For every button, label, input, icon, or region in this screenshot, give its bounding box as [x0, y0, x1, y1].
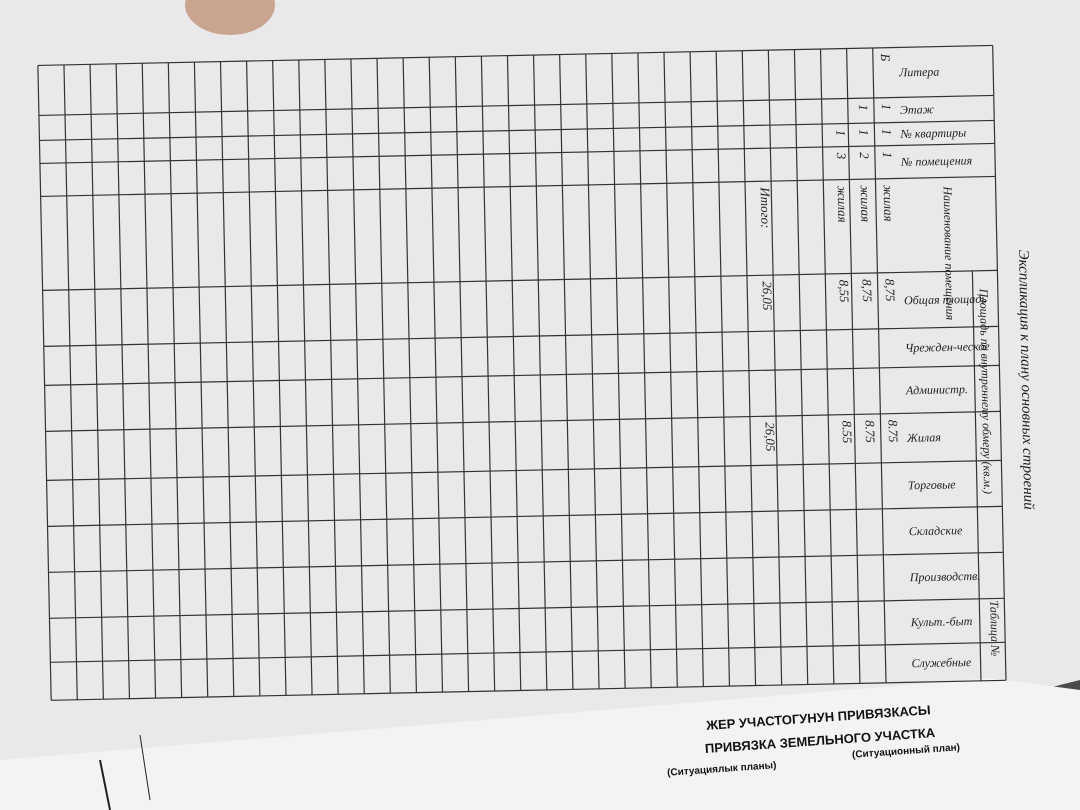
cell-text: 2 — [857, 152, 872, 159]
column-line — [971, 270, 982, 681]
row-line — [51, 679, 1006, 701]
cell-text: 1 — [856, 129, 871, 136]
table-grid — [37, 44, 1007, 701]
column-header: Производств. — [909, 569, 981, 584]
column-line — [454, 56, 470, 692]
cell-text: жилая — [858, 185, 874, 222]
cell-text: 8.75 — [862, 420, 877, 444]
column-line — [819, 49, 835, 684]
column-line — [767, 50, 783, 686]
row-line — [40, 175, 996, 198]
cell-text: 8,55 — [837, 279, 852, 303]
column-line — [689, 51, 704, 687]
column-line — [219, 61, 235, 697]
cell-text: Итого: — [758, 186, 774, 228]
row-line — [44, 364, 1000, 386]
cell-text: жилая — [881, 185, 897, 222]
column-header: Жилая — [906, 430, 942, 445]
column-line — [63, 64, 78, 700]
lower-sheet — [0, 678, 1080, 810]
column-line — [793, 49, 809, 685]
column-line — [585, 53, 600, 689]
cell-text: 26,05 — [763, 422, 779, 452]
paper — [0, 0, 1080, 790]
column-header: Служебные — [911, 655, 972, 670]
column-header: Литера — [898, 65, 939, 80]
column-line — [559, 54, 574, 690]
column-line — [428, 57, 444, 693]
cell-text: Б — [878, 53, 893, 62]
row-line — [39, 142, 995, 165]
cell-text: 8,75 — [883, 278, 898, 302]
column-line — [298, 59, 313, 695]
column-line — [376, 58, 391, 694]
column-line — [37, 65, 52, 701]
row-line — [47, 505, 1003, 527]
plan-line — [99, 759, 111, 810]
column-line — [480, 56, 496, 692]
column-header: Этаж — [900, 102, 934, 117]
column-header: Торговые — [908, 477, 957, 492]
cell-text: 3 — [834, 151, 849, 159]
finger — [185, 0, 275, 35]
row-line — [50, 641, 1006, 663]
column-line — [663, 52, 678, 688]
cell-text: 1 — [879, 129, 894, 136]
cell-text: 8,75 — [860, 279, 875, 303]
column-line — [611, 53, 626, 689]
column-line — [532, 55, 548, 690]
table-label: Таблица № — [987, 600, 1002, 656]
column-line — [167, 62, 183, 698]
cell-text: жилая — [835, 185, 851, 222]
column-line — [89, 64, 104, 700]
column-line — [115, 63, 131, 699]
column-line — [872, 47, 887, 683]
column-line — [992, 45, 1007, 681]
row-line — [38, 94, 994, 117]
column-header: Чрежден-ческое — [905, 339, 991, 355]
column-line — [245, 61, 261, 696]
cell-text: 1 — [833, 129, 848, 136]
table-area: Экспликация к плану основных строений Та… — [37, 44, 1036, 701]
row-line — [46, 459, 1002, 481]
column-header: Складские — [909, 523, 964, 538]
column-header: № помещения — [900, 153, 973, 169]
column-header: Администр. — [905, 382, 968, 397]
row-line — [45, 410, 1001, 432]
column-line — [350, 58, 365, 694]
column-header: Общая площадь — [904, 292, 988, 308]
column-line — [506, 55, 522, 691]
cell-text: 1 — [879, 104, 894, 111]
cell-text: 26,05 — [760, 281, 776, 311]
row-line — [43, 325, 999, 347]
cell-text: 8.75 — [885, 419, 900, 443]
column-line — [846, 48, 861, 684]
cell-text: 1 — [856, 104, 871, 111]
title: Экспликация к плану основных строений — [1015, 250, 1036, 511]
row-line — [37, 44, 993, 67]
column-line — [324, 59, 339, 695]
plan-line — [139, 734, 151, 801]
column-header: № квартиры — [899, 126, 966, 141]
column-line — [402, 57, 418, 693]
row-line — [48, 551, 1004, 573]
cell-text: 1 — [880, 152, 895, 159]
row-line — [42, 269, 998, 291]
cell-text: 8.55 — [839, 420, 854, 444]
column-header: Культ.-быт — [910, 614, 973, 629]
column-line — [193, 62, 209, 698]
column-line — [272, 60, 287, 696]
row-line — [39, 119, 995, 142]
column-line — [741, 50, 757, 686]
column-line — [637, 52, 652, 688]
row-line — [49, 597, 1005, 619]
group-header: Площадь по внутреннему обмеру (кв.м.) — [977, 288, 995, 495]
column-header: Наименование помещения — [941, 185, 958, 320]
column-line — [141, 63, 157, 699]
column-line — [715, 51, 731, 687]
